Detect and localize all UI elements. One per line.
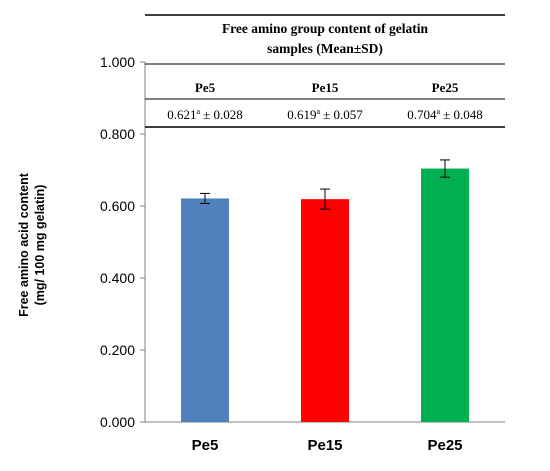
y-axis-title-line1: Free amino acid content — [17, 172, 31, 317]
summary-table: Free amino group content of gelatin samp… — [145, 14, 505, 128]
table-title-line1: Free amino group content of gelatin — [222, 21, 429, 36]
x-tick-label: Pe5 — [192, 437, 219, 454]
table-cell-pe15-sup: a — [317, 107, 321, 116]
table-header-pe5: Pe5 — [195, 80, 216, 95]
bar-pe5 — [181, 198, 229, 422]
x-tick-label: Pe25 — [427, 437, 462, 454]
table-cell-pe25-sd: ± 0.048 — [443, 107, 483, 122]
bars — [181, 159, 469, 422]
y-tick-label: 0.200 — [100, 342, 135, 358]
table-cell-pe15-mean: 0.619 — [287, 107, 316, 122]
table-cell-pe5-sup: a — [197, 107, 201, 116]
table-cell-pe15-sd: ± 0.057 — [323, 107, 363, 122]
x-labels: Pe5 Pe15 Pe25 — [192, 437, 463, 454]
y-ticks: 0.000 0.200 0.400 0.600 0.800 1.000 — [100, 54, 145, 430]
table-cell-pe15: 0.619a ± 0.057 — [287, 107, 363, 122]
bar-pe25 — [421, 168, 469, 422]
table-cell-pe25-sup: a — [437, 107, 441, 116]
y-tick-label: 0.600 — [100, 198, 135, 214]
bar-pe15 — [301, 199, 349, 422]
table-title-line2: samples (Mean±SD) — [267, 41, 383, 56]
table-cell-pe5: 0.621a ± 0.028 — [167, 107, 242, 122]
table-cell-pe25: 0.704a ± 0.048 — [407, 107, 482, 122]
table-cell-pe5-mean: 0.621 — [167, 107, 196, 122]
y-tick-label: 1.000 — [100, 54, 135, 70]
y-axis-title: Free amino acid content (mg/ 100 mg gela… — [17, 172, 47, 317]
y-tick-label: 0.800 — [100, 126, 135, 142]
y-tick-label: 0.000 — [100, 414, 135, 430]
table-cell-pe5-sd: ± 0.028 — [203, 107, 243, 122]
y-axis-title-line2: (mg/ 100 mg gelatin) — [33, 185, 47, 306]
table-header-pe15: Pe15 — [312, 80, 339, 95]
y-tick-label: 0.400 — [100, 270, 135, 286]
table-header-pe25: Pe25 — [432, 80, 459, 95]
x-tick-label: Pe15 — [307, 437, 342, 454]
table-cell-pe25-mean: 0.704 — [407, 107, 437, 122]
